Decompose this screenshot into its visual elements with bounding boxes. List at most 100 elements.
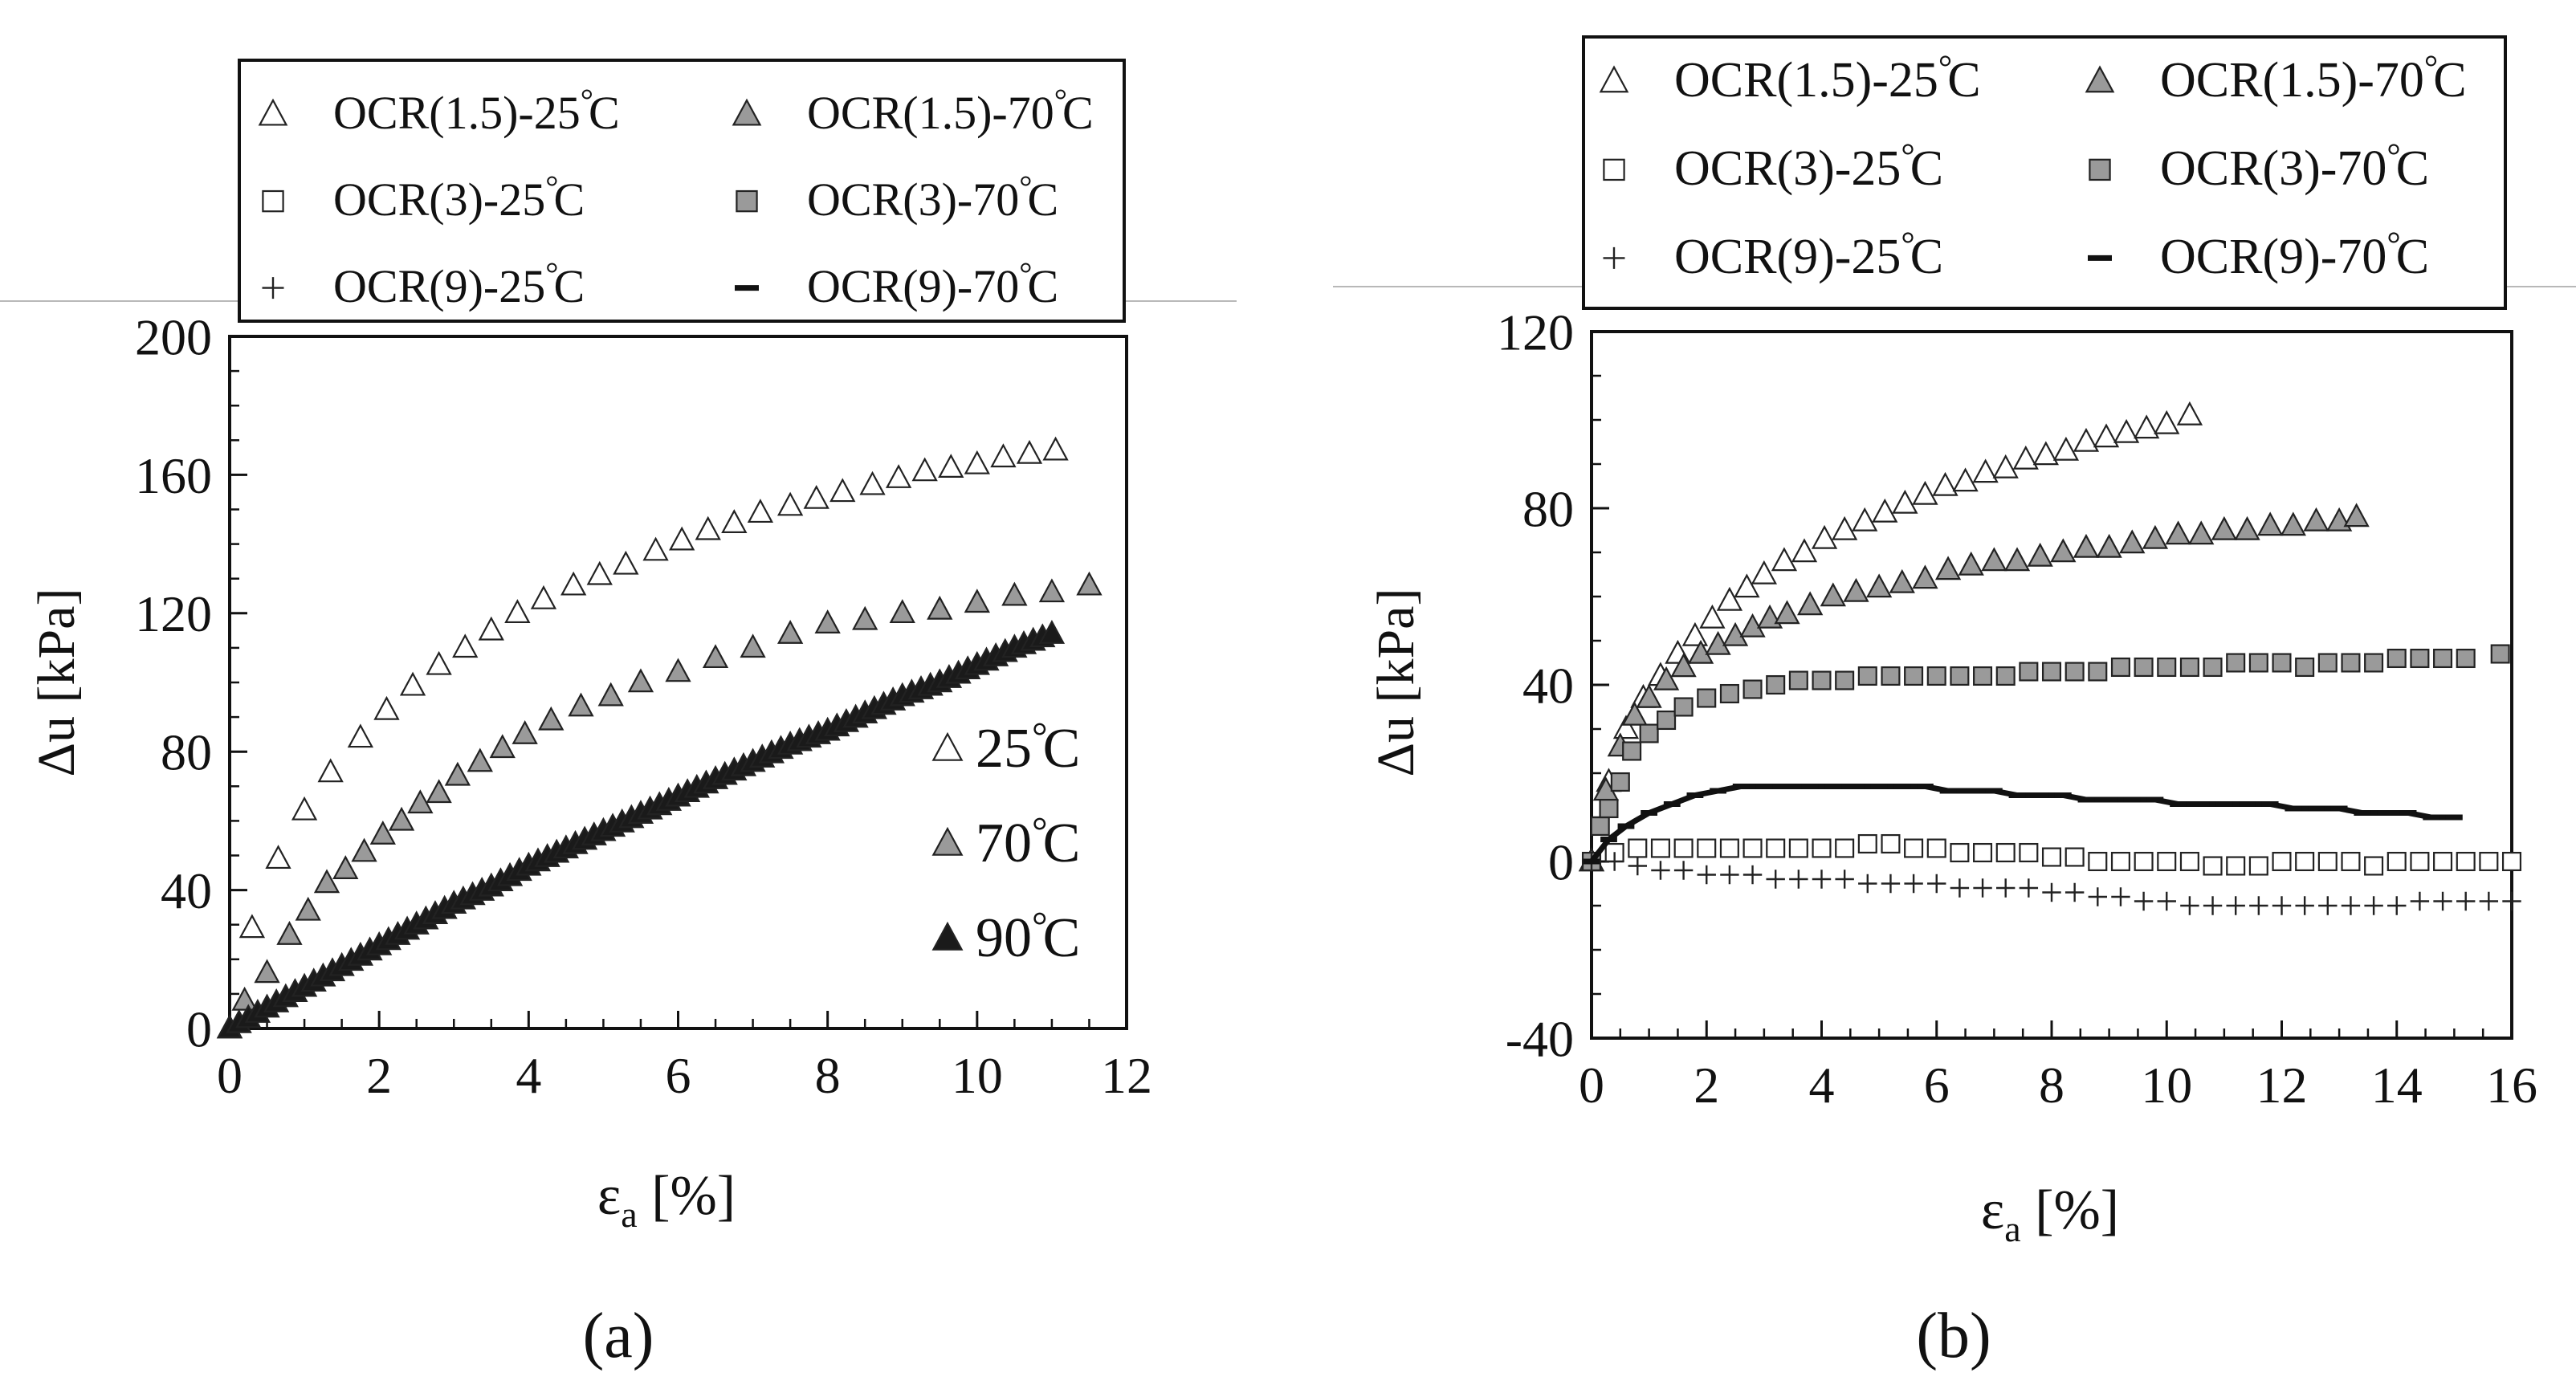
y-axis-label-a: Δu [kPa] [27,589,86,777]
data-point [2249,896,2268,915]
data-point [1904,666,1924,686]
data-point [2064,882,2085,902]
data-point [238,914,266,939]
data-point [1950,666,1970,686]
data-point [2019,662,2039,682]
data-point [478,616,504,641]
y-tick-label: 0 [186,1000,212,1057]
data-point [776,620,804,644]
series-ocr-3-25-c [1581,833,2522,876]
data-point [2257,511,2284,536]
data-point [927,595,953,620]
data-point [1889,568,1915,593]
data-point [2134,851,2154,872]
data-point [695,515,721,540]
data-point [2027,542,2053,567]
series-ocr-3-70-c [1581,644,2510,872]
data-point [1811,524,1838,549]
data-point [373,695,400,720]
x-tick-label: 16 [2486,1057,2537,1114]
data-point [2165,520,2191,545]
data-point [721,509,748,533]
data-point [938,454,964,478]
data-point [1788,838,1808,858]
data-point [1881,833,1901,854]
data-point [2364,896,2383,915]
legend-marker-square-open [1603,158,1625,181]
data-point [1950,842,1970,863]
data-point [1038,578,1066,603]
data-point [990,443,1017,468]
data-point [1001,581,1028,606]
data-point [2119,529,2146,554]
data-point [2248,653,2268,673]
data-point [1734,573,1760,598]
data-point [2203,657,2223,678]
data-point [291,796,318,821]
data-point [1812,838,1832,858]
x-tick-label: 2 [1694,1057,1719,1114]
data-point [1742,838,1763,858]
data-point [1670,653,1697,678]
data-point [1621,701,1648,726]
data-point [426,779,452,804]
data-point [2303,507,2329,532]
data-point [1995,842,2016,863]
data-point [351,837,377,862]
data-point [1820,582,1846,607]
data-point [911,457,938,482]
legend-label: OCR(9)-25°C [333,255,585,312]
data-point [2052,436,2080,461]
data-point [2272,653,2292,673]
y-tick-label: 0 [1548,833,1574,890]
data-point [964,589,990,613]
data-point [747,499,774,523]
legend-marker-plus [262,277,284,299]
data-point [2501,851,2522,872]
data-point [1016,439,1043,464]
data-point [2456,851,2476,872]
data-point [2032,441,2059,466]
data-point [586,560,613,585]
data-point [530,584,557,609]
series-90-c [216,620,1066,1039]
data-point [1932,471,1958,496]
data-point [1973,666,1993,686]
data-point [254,959,280,984]
data-point [1628,856,1647,876]
data-point [489,734,516,759]
data-point [1673,861,1694,880]
legend-label: OCR(3)-70°C [807,169,1058,226]
inner-legend-a: 25°C 70°C 90°C [931,714,1080,969]
legend-label: OCR(9)-70°C [807,255,1058,312]
data-point [2157,851,2177,872]
data-point [332,855,359,879]
data-point [889,599,915,624]
legend-label: OCR(3)-70°C [2160,136,2429,196]
data-point [1912,480,1938,505]
y-tick-label: 120 [1497,303,1574,360]
data-point [2110,851,2130,872]
legend-marker-triangle-open [1599,65,1629,93]
data-point [1843,577,1869,602]
series-ocr-9-70-c [1583,784,2463,865]
data-point [504,599,531,624]
data-point [1771,547,1798,572]
data-point [2134,657,2154,678]
x-axis-label-a: εa [%] [597,1165,736,1235]
data-point [1673,838,1694,858]
data-point [1996,878,2016,898]
data-point [1766,838,1786,858]
data-point [265,845,291,870]
data-point [2179,851,2199,872]
data-point [814,609,841,633]
data-point [2042,882,2061,902]
data-point [1852,507,1878,532]
data-point [2226,653,2246,673]
data-point [1904,874,1923,894]
data-point [1832,515,1858,540]
x-tick-label: 14 [2371,1057,2423,1114]
data-point [2272,851,2292,872]
